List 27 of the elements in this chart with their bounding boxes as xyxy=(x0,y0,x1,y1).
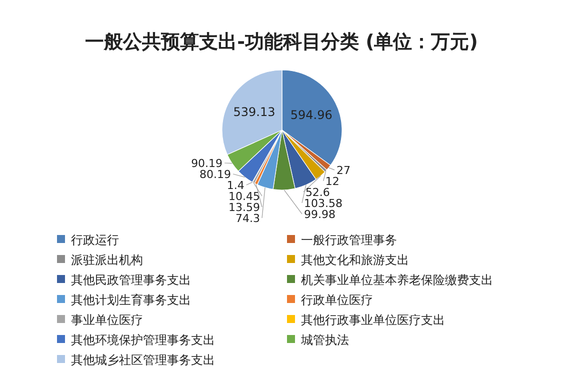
data-label: 12 xyxy=(325,174,340,188)
legend-label: 机关事业单位基本养老保险缴费支出 xyxy=(301,273,493,287)
chart-title: 一般公共预算支出-功能科目分类 (单位：万元) xyxy=(85,31,478,53)
legend-label: 其他行政事业单位医疗支出 xyxy=(301,313,445,327)
legend-label: 行政运行 xyxy=(71,233,119,247)
data-label: 27 xyxy=(336,164,350,177)
legend-label: 城管执法 xyxy=(300,333,349,347)
data-label: 90.19 xyxy=(191,157,223,170)
legend-label: 行政单位医疗 xyxy=(301,293,373,307)
legend-label: 其他文化和旅游支出 xyxy=(301,253,409,267)
legend-label: 派驻派出机构 xyxy=(71,253,143,267)
legend-label: 一般行政管理事务 xyxy=(301,233,397,247)
legend-label: 其他计划生育事务支出 xyxy=(71,293,191,307)
data-label: 13.59 xyxy=(228,201,260,214)
data-label: 74.3 xyxy=(236,212,260,225)
data-label: 10.45 xyxy=(228,190,260,203)
data-label: 1.4 xyxy=(226,179,244,192)
data-label: 80.19 xyxy=(200,168,232,181)
legend-label: 其他民政管理事务支出 xyxy=(71,273,191,287)
data-label: 103.58 xyxy=(304,196,342,210)
data-label: 52.6 xyxy=(305,186,330,199)
data-label: 99.98 xyxy=(304,208,336,221)
legend-label: 其他环境保护管理事务支出 xyxy=(71,333,215,347)
data-label: 594.96 xyxy=(290,108,332,122)
data-label: 539.13 xyxy=(233,105,276,120)
legend-label: 其他城乡社区管理事务支出 xyxy=(71,353,215,367)
legend-label: 事业单位医疗 xyxy=(71,313,143,327)
